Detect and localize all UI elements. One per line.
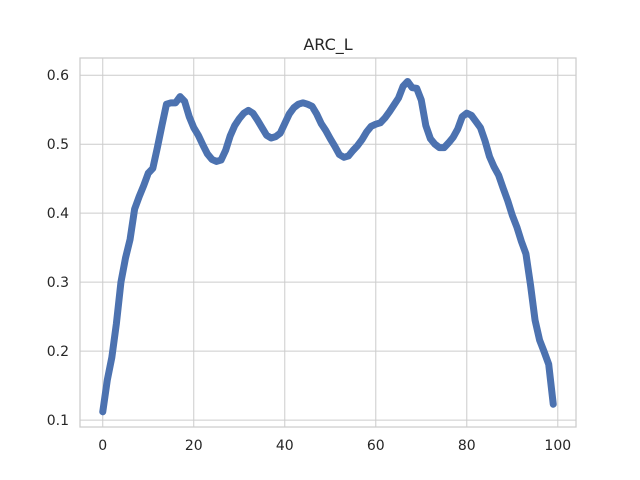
series-line bbox=[99, 77, 557, 416]
chart-title: ARC_L bbox=[303, 35, 352, 55]
plot-area bbox=[80, 58, 576, 427]
x-tick-label: 60 bbox=[367, 438, 385, 454]
x-tick-label: 80 bbox=[458, 438, 476, 454]
x-tick-label: 0 bbox=[98, 438, 107, 454]
x-tick-label: 100 bbox=[544, 438, 571, 454]
y-tick-labels: 0.1 0.2 0.3 0.4 0.5 0.6 bbox=[47, 68, 69, 429]
y-tick-label: 0.4 bbox=[47, 206, 69, 222]
x-tick-labels: 0 20 40 60 80 100 bbox=[98, 438, 571, 454]
y-tick-label: 0.6 bbox=[47, 68, 69, 84]
x-tick-label: 20 bbox=[185, 438, 203, 454]
y-tick-label: 0.2 bbox=[47, 344, 69, 360]
series-layer bbox=[99, 77, 557, 416]
plot-frame bbox=[79, 57, 577, 428]
x-tick-label: 40 bbox=[276, 438, 294, 454]
y-tick-label: 0.1 bbox=[47, 413, 69, 429]
y-tick-label: 0.3 bbox=[47, 275, 69, 291]
y-tick-label: 0.5 bbox=[47, 137, 69, 153]
